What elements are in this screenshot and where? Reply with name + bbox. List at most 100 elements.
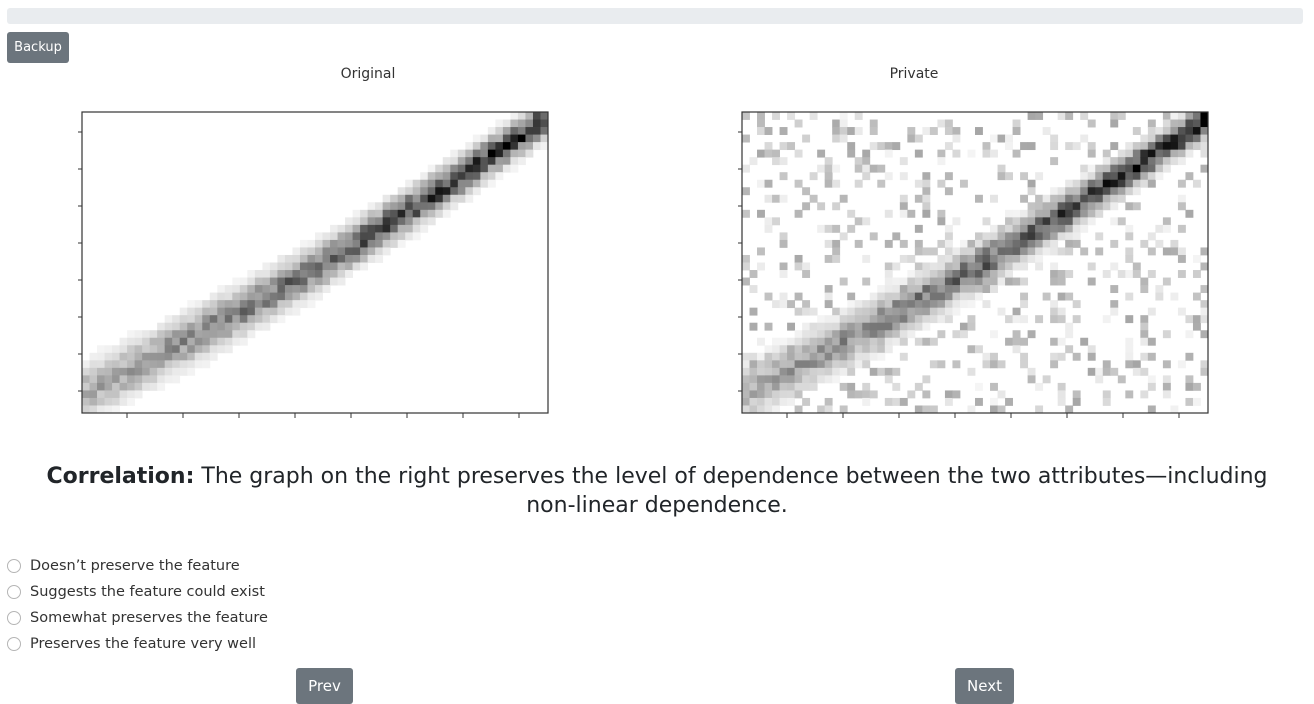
heatmap-cell [1185,112,1194,120]
option-preserves-very-well[interactable]: Preserves the feature very well [7,631,268,657]
heatmap-cell [247,330,256,339]
heatmap-cell [472,172,481,181]
heatmap-cell [442,202,451,211]
heatmap-cell [1102,157,1111,166]
radio-button[interactable] [7,611,21,625]
heatmap-cell [82,367,90,376]
heatmap-cell [1200,119,1209,128]
heatmap-cell [937,270,946,278]
heatmap-cell [450,157,459,166]
heatmap-cell [134,337,143,346]
heatmap-cell [787,375,796,384]
heatmap-cell [922,270,931,278]
heatmap-cell [884,315,893,324]
heatmap-cell [127,390,136,399]
heatmap-cell [224,315,233,324]
heatmap-cell [877,142,886,151]
heatmap-cell [1185,149,1194,158]
heatmap-cell [787,112,796,120]
heatmap-cell [839,307,848,316]
heatmap-cell [937,330,946,339]
heatmap-cell [337,277,346,286]
heatmap-cell [1005,247,1013,256]
heatmap-cell [375,224,384,233]
heatmap-cell [847,382,856,391]
heatmap-cell [104,360,113,369]
radio-button[interactable] [7,585,21,599]
heatmap-cell [975,382,983,391]
heatmap-cell [772,367,780,376]
heatmap-cell [232,337,241,346]
heatmap-cell [802,300,811,309]
heatmap-cell [1147,134,1156,143]
radio-button[interactable] [7,559,21,573]
heatmap-cell [967,262,976,271]
heatmap-cell [907,134,916,143]
heatmap-cell [284,307,293,316]
heatmap-cell [922,375,931,384]
heatmap-cell [1057,202,1066,211]
heatmap-cell [832,307,841,316]
option-doesnt-preserve[interactable]: Doesn’t preserve the feature [7,553,268,579]
heatmap-cell [1087,262,1096,271]
heatmap-cell [1072,187,1081,196]
prev-button[interactable]: Prev [296,668,353,704]
heatmap-cell [502,157,511,166]
heatmap-cell [1020,239,1029,248]
heatmap-cell [1027,142,1036,151]
heatmap-cell [922,300,931,309]
heatmap-cell [884,142,893,151]
heatmap-cell [209,292,218,301]
heatmap-cell [480,149,489,158]
heatmap-cell [134,390,143,399]
heatmap-cell [1020,224,1029,233]
next-button[interactable]: Next [955,668,1014,704]
heatmap-cell [1125,270,1134,278]
heatmap-cell [1125,232,1134,241]
heatmap-cell [1050,315,1059,324]
heatmap-cell [967,315,976,324]
heatmap-cell [1140,315,1149,324]
heatmap-cell [1020,262,1029,271]
heatmap-cell [427,172,436,181]
heatmap-cell [89,397,98,406]
heatmap-cell [254,300,263,309]
backup-button[interactable]: Backup [7,32,69,63]
heatmap-cell [194,360,203,369]
heatmap-cell [1125,149,1134,158]
heatmap-cell [914,247,923,256]
heatmap-cell [179,330,188,339]
heatmap-cell [382,217,391,226]
heatmap-cell [975,397,983,406]
heatmap-cell [884,300,893,309]
heatmap-cell [1050,232,1059,241]
radio-button[interactable] [7,637,21,651]
heatmap-cell [217,292,226,301]
heatmap-cell [164,337,173,346]
heatmap-cell [239,322,248,331]
heatmap-cell [944,119,953,128]
option-suggests-feature[interactable]: Suggests the feature could exist [7,579,268,605]
heatmap-cell [1125,224,1134,233]
heatmap-cell [367,254,376,263]
heatmap-cell [1027,232,1036,241]
heatmap-cell [907,285,916,294]
heatmap-cell [862,217,871,226]
heatmap-cell [435,194,444,203]
heatmap-cell [1065,232,1074,241]
heatmap-cell [1027,330,1036,339]
heatmap-cell [772,405,780,414]
heatmap-cell [284,285,293,294]
heatmap-cell [952,277,961,286]
heatmap-cell [869,119,878,128]
heatmap-cell [202,330,211,339]
option-somewhat-preserves[interactable]: Somewhat preserves the feature [7,605,268,631]
heatmap-cell [532,142,541,151]
heatmap-cell [922,127,931,135]
heatmap-cell [277,254,286,263]
heatmap-cell [1155,224,1164,233]
heatmap-cell [832,352,841,361]
heatmap-cell [1065,112,1074,120]
heatmap-cell [990,352,998,361]
heatmap-cell [1192,127,1201,135]
